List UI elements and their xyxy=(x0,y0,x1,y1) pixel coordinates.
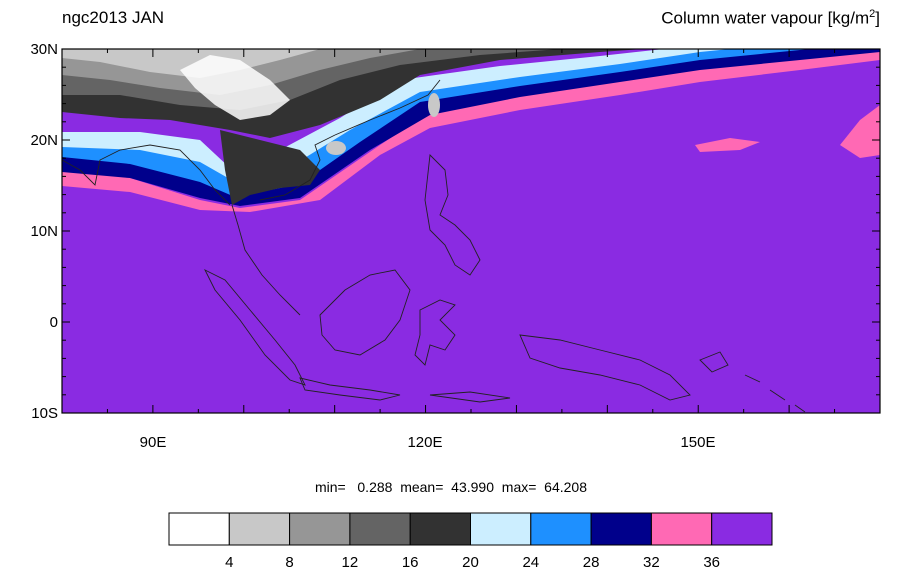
land-palegrey xyxy=(62,49,320,78)
colorbar-box xyxy=(590,512,652,546)
colorbar-label: 4 xyxy=(225,554,233,571)
colorbar-box xyxy=(289,512,351,546)
title-main: Column water vapour [kg/m xyxy=(661,8,870,28)
pink-blob-east xyxy=(840,105,880,158)
new-guinea xyxy=(519,334,691,401)
plot-title-right: Column water vapour [kg/m2] xyxy=(661,8,880,29)
lat-label-0: 0 xyxy=(50,314,58,331)
timor xyxy=(429,391,511,403)
title-end: ] xyxy=(875,8,880,28)
colorbar-label: 20 xyxy=(462,554,479,571)
colorbar-labels: 4 8 12 16 20 24 28 32 36 xyxy=(225,554,720,571)
colorbar-label: 24 xyxy=(522,554,539,571)
colorbar-label: 32 xyxy=(643,554,660,571)
band-32-36 xyxy=(62,49,880,212)
colorbar-box xyxy=(470,512,532,546)
small-islands-east xyxy=(699,351,806,413)
lat-label-30n: 30N xyxy=(30,41,58,58)
map-plot: 30N 20N 10N 0 10S 90E 120E 150E xyxy=(30,41,881,451)
tibet-white xyxy=(180,55,290,120)
lon-label-120e: 120E xyxy=(407,434,442,451)
axis-ticks xyxy=(61,48,881,414)
indochina xyxy=(220,130,320,205)
plot-title-left: ngc2013 JAN xyxy=(62,8,165,27)
colorbar-box xyxy=(349,512,411,546)
philippines xyxy=(424,154,481,276)
colorbar-box xyxy=(168,512,230,546)
lat-label-20n: 20N xyxy=(30,132,58,149)
colorbar-boxes xyxy=(168,512,773,546)
coast-vietnam xyxy=(259,134,336,201)
colorbar-label: 28 xyxy=(583,554,600,571)
colorbar-box xyxy=(650,512,713,546)
title-superscript: 2 xyxy=(869,8,876,20)
sulawesi xyxy=(414,299,456,366)
lat-label-10s: 10S xyxy=(31,405,58,422)
colorbar-label: 36 xyxy=(703,554,720,571)
colorbar-label: 12 xyxy=(342,554,359,571)
lat-label-10n: 10N xyxy=(30,223,58,240)
colorbar-label: 8 xyxy=(285,554,293,571)
hainan xyxy=(326,141,346,155)
borneo xyxy=(319,269,411,356)
colorbar-box xyxy=(530,512,592,546)
colorbar-box xyxy=(711,512,773,546)
colorbar-box xyxy=(228,512,291,546)
coast-china xyxy=(334,79,441,136)
taiwan xyxy=(428,93,440,117)
coast-india xyxy=(62,144,231,206)
sumatra xyxy=(203,268,306,386)
pink-blob-mid xyxy=(695,138,760,152)
lon-label-90e: 90E xyxy=(140,434,167,451)
colorbar-label: 16 xyxy=(402,554,419,571)
java xyxy=(299,377,401,401)
stats-line: min= 0.288 mean= 43.990 max= 64.208 xyxy=(314,479,587,495)
lon-label-150e: 150E xyxy=(680,434,715,451)
coast-malay-peninsula xyxy=(231,204,301,316)
colorbar-box xyxy=(409,512,472,546)
